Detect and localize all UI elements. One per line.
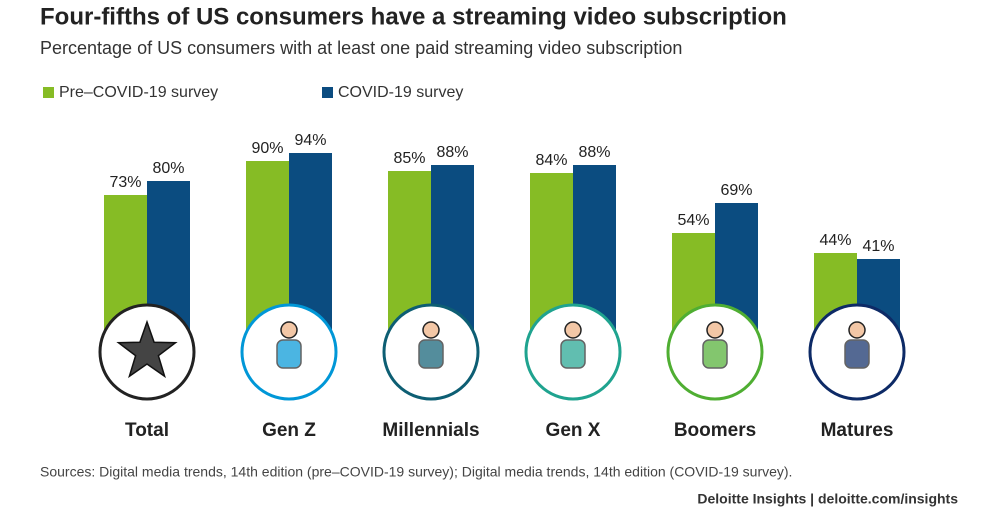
value-label: 54% [677, 212, 709, 229]
value-label: 94% [294, 132, 326, 149]
value-label: 69% [720, 182, 752, 199]
person-head [422, 321, 440, 339]
chart-subtitle: Percentage of US consumers with at least… [40, 38, 682, 58]
value-label: 85% [393, 150, 425, 167]
source-note: Sources: Digital media trends, 14th edit… [40, 464, 792, 480]
person-body [844, 339, 870, 369]
value-label: 73% [109, 174, 141, 191]
legend-swatch [322, 87, 333, 98]
person-body [418, 339, 444, 369]
x-tick-label: Boomers [674, 420, 756, 441]
legend-label: COVID-19 survey [338, 84, 463, 101]
person-body [702, 339, 728, 369]
value-label: 84% [535, 152, 567, 169]
legend-swatch [43, 87, 54, 98]
x-tick-label: Gen X [546, 420, 601, 441]
value-label: 90% [251, 140, 283, 157]
x-tick-label: Matures [821, 420, 894, 441]
value-label: 41% [862, 238, 894, 255]
legend-label: Pre–COVID-19 survey [59, 84, 218, 101]
chart-title: Four-fifths of US consumers have a strea… [40, 3, 787, 30]
value-label: 88% [436, 144, 468, 161]
star-icon [116, 319, 178, 379]
person-body [560, 339, 586, 369]
x-tick-label: Gen Z [262, 420, 316, 441]
value-label: 80% [152, 160, 184, 177]
x-tick-label: Total [125, 420, 169, 441]
person-head [564, 321, 582, 339]
x-tick-label: Millennials [382, 420, 479, 441]
person-body [276, 339, 302, 369]
person-head [848, 321, 866, 339]
person-head [706, 321, 724, 339]
value-label: 88% [578, 144, 610, 161]
person-head [280, 321, 298, 339]
credit: Deloitte Insights | deloitte.com/insight… [697, 491, 958, 507]
value-label: 44% [819, 232, 851, 249]
